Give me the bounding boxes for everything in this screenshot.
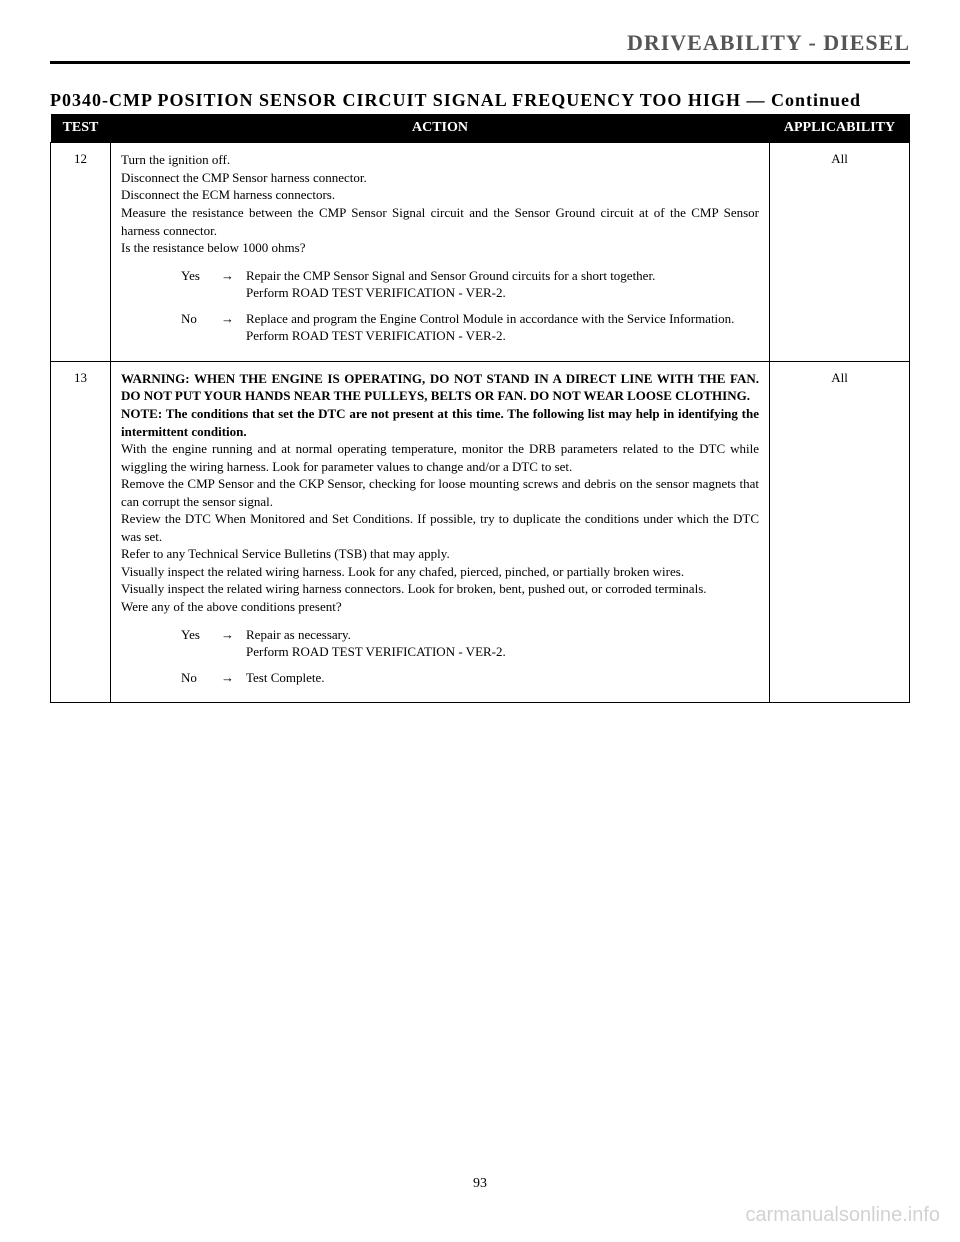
col-header-test: TEST <box>51 114 111 143</box>
procedure-title: P0340-CMP POSITION SENSOR CIRCUIT SIGNAL… <box>50 89 910 112</box>
action-line: Review the DTC When Monitored and Set Co… <box>121 510 759 545</box>
arrow-icon: → <box>221 310 246 345</box>
arrow-icon: → <box>221 626 246 661</box>
yes-no-block: Yes→Repair as necessary.Perform ROAD TES… <box>181 626 759 687</box>
test-number-cell: 13 <box>51 361 111 702</box>
yn-text: Test Complete. <box>246 669 759 687</box>
action-line: Were any of the above conditions present… <box>121 598 759 616</box>
page-number: 93 <box>0 1176 960 1192</box>
yn-label: No <box>181 310 221 345</box>
action-cell: WARNING: WHEN THE ENGINE IS OPERATING, D… <box>111 361 770 702</box>
col-header-action: ACTION <box>111 114 770 143</box>
action-line: Refer to any Technical Service Bulletins… <box>121 545 759 563</box>
watermark: carmanualsonline.info <box>745 1204 940 1227</box>
table-row: 12Turn the ignition off.Disconnect the C… <box>51 143 910 361</box>
no-row: No→Replace and program the Engine Contro… <box>181 310 759 345</box>
no-row: No→Test Complete. <box>181 669 759 687</box>
applicability-cell: All <box>770 361 910 702</box>
yn-text: Repair the CMP Sensor Signal and Sensor … <box>246 267 759 302</box>
yes-row: Yes→Repair as necessary.Perform ROAD TES… <box>181 626 759 661</box>
yes-row: Yes→Repair the CMP Sensor Signal and Sen… <box>181 267 759 302</box>
arrow-icon: → <box>221 669 246 687</box>
action-line: With the engine running and at normal op… <box>121 440 759 475</box>
action-cell: Turn the ignition off.Disconnect the CMP… <box>111 143 770 361</box>
action-line: Measure the resistance between the CMP S… <box>121 204 759 239</box>
action-line: Visually inspect the related wiring harn… <box>121 580 759 598</box>
action-line: Remove the CMP Sensor and the CKP Sensor… <box>121 475 759 510</box>
arrow-icon: → <box>221 267 246 302</box>
procedure-title-block: P0340-CMP POSITION SENSOR CIRCUIT SIGNAL… <box>50 89 910 112</box>
yn-text: Replace and program the Engine Control M… <box>246 310 759 345</box>
yn-label: Yes <box>181 267 221 302</box>
yn-label: Yes <box>181 626 221 661</box>
col-header-applicability: APPLICABILITY <box>770 114 910 143</box>
action-line: Disconnect the CMP Sensor harness connec… <box>121 169 759 187</box>
action-line: WARNING: WHEN THE ENGINE IS OPERATING, D… <box>121 370 759 405</box>
test-number-cell: 12 <box>51 143 111 361</box>
action-line: Visually inspect the related wiring harn… <box>121 563 759 581</box>
action-line: NOTE: The conditions that set the DTC ar… <box>121 405 759 440</box>
action-line: Is the resistance below 1000 ohms? <box>121 239 759 257</box>
yn-label: No <box>181 669 221 687</box>
table-row: 13 WARNING: WHEN THE ENGINE IS OPERATING,… <box>51 361 910 702</box>
action-line: Disconnect the ECM harness connectors. <box>121 186 759 204</box>
yes-no-block: Yes→Repair the CMP Sensor Signal and Sen… <box>181 267 759 345</box>
table-header-row: TEST ACTION APPLICABILITY <box>51 114 910 143</box>
applicability-cell: All <box>770 143 910 361</box>
yn-text: Repair as necessary.Perform ROAD TEST VE… <box>246 626 759 661</box>
action-line: Turn the ignition off. <box>121 151 759 169</box>
diagnostic-table: TEST ACTION APPLICABILITY 12Turn the ign… <box>50 114 910 703</box>
section-header: DRIVEABILITY - DIESEL <box>50 30 910 64</box>
